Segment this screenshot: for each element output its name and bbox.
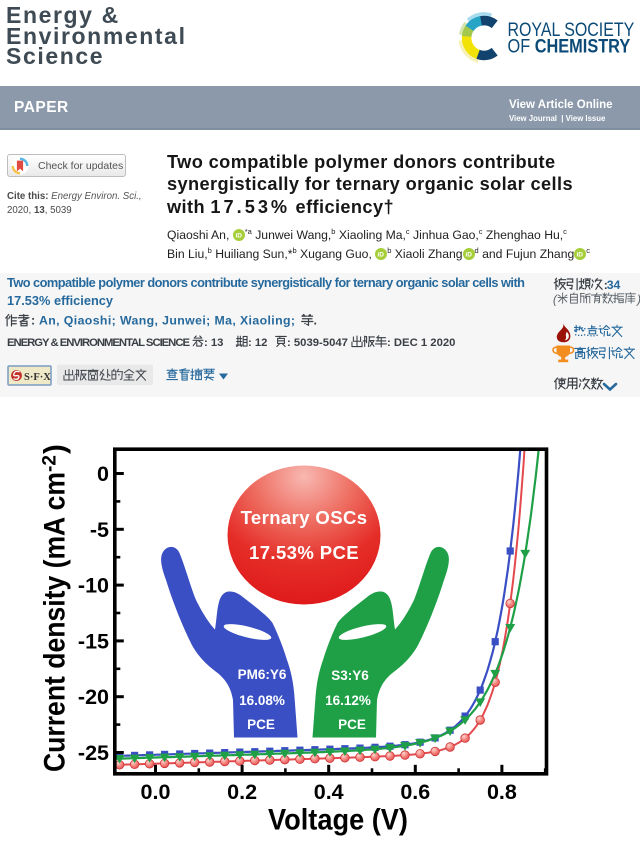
- svg-text:ROYAL SOCIETY: ROYAL SOCIETY: [508, 19, 635, 41]
- svg-text:.: .: [314, 314, 317, 328]
- svg-text:-20: -20: [78, 685, 109, 709]
- svg-text:: 12: : 12: [248, 337, 267, 349]
- svg-text:Two compatible polymer donors: Two compatible polymer donors contribute…: [7, 275, 525, 290]
- svg-text:-25: -25: [78, 741, 109, 765]
- svg-text:): ): [39, 444, 72, 454]
- svg-text:Voltage (V): Voltage (V): [268, 804, 408, 837]
- svg-text:-2: -2: [40, 455, 61, 472]
- svg-text:OF CHEMISTRY: OF CHEMISTRY: [508, 35, 631, 56]
- svg-text:0.8: 0.8: [487, 780, 517, 804]
- svg-text:PCE: PCE: [338, 717, 366, 732]
- svg-text::: :: [31, 314, 35, 328]
- svg-text:0.4: 0.4: [314, 780, 344, 804]
- svg-text:S·F·X: S·F·X: [24, 372, 51, 383]
- svg-text:ENERGY & ENVIRONMENTAL SCIENCE: ENERGY & ENVIRONMENTAL SCIENCE: [7, 337, 190, 349]
- svg-text:S3:Y6: S3:Y6: [331, 668, 369, 683]
- svg-text:-15: -15: [78, 629, 109, 653]
- svg-text:: 5039-5047: : 5039-5047: [287, 337, 348, 349]
- svg-text:An, Qiaoshi; Wang, Junwei; Ma,: An, Qiaoshi; Wang, Junwei; Ma, Xiaoling;: [39, 314, 295, 328]
- svg-text:: DEC 1 2020: : DEC 1 2020: [387, 337, 455, 349]
- svg-text:16.08%: 16.08%: [239, 693, 285, 708]
- svg-text:Current density (mA cm: Current density (mA cm: [39, 472, 72, 772]
- svg-text:iD: iD: [378, 252, 385, 259]
- svg-text:0: 0: [97, 462, 109, 486]
- svg-text:iD: iD: [235, 233, 242, 240]
- svg-text:Ternary OSCs: Ternary OSCs: [241, 507, 368, 528]
- svg-text:(: (: [553, 295, 558, 307]
- svg-text:): ): [635, 295, 640, 307]
- svg-text:34: 34: [607, 278, 621, 292]
- svg-text::: :: [604, 278, 608, 292]
- svg-text:0.2: 0.2: [227, 780, 257, 804]
- svg-text:iD: iD: [577, 252, 584, 259]
- svg-text:0.0: 0.0: [141, 780, 171, 804]
- svg-text:: 13: : 13: [204, 337, 223, 349]
- svg-text:iD: iD: [465, 252, 472, 259]
- svg-text:PM6:Y6: PM6:Y6: [238, 667, 287, 682]
- svg-text:-5: -5: [90, 518, 109, 542]
- svg-text:17.53% PCE: 17.53% PCE: [249, 542, 359, 563]
- svg-text:16.12%: 16.12%: [325, 693, 371, 708]
- svg-text:17.53% efficiency: 17.53% efficiency: [7, 293, 114, 308]
- svg-text:0.6: 0.6: [400, 780, 430, 804]
- svg-text:PCE: PCE: [247, 717, 275, 732]
- svg-text:-10: -10: [78, 574, 109, 598]
